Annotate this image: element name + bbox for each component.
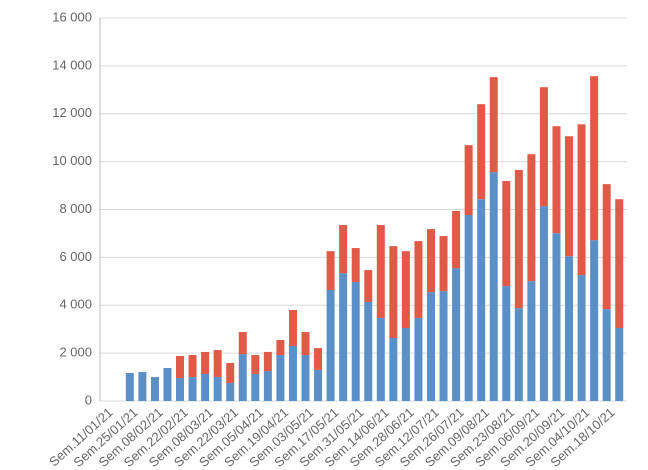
bar-segment (464, 145, 473, 216)
bar-segment (489, 172, 498, 401)
bar-segment (439, 291, 448, 401)
bar-segment (301, 332, 310, 356)
bar-segment (263, 351, 272, 372)
bar-segment (163, 367, 172, 401)
bar-segment (213, 377, 222, 401)
bar-segment (590, 76, 599, 241)
y-tick-label: 10 000 (52, 153, 92, 168)
bar-segment (439, 236, 448, 292)
bar-segment (489, 77, 498, 173)
bar-segment (351, 248, 360, 283)
bar-segment (401, 251, 410, 328)
bar-segment (477, 199, 486, 401)
bar-segment (138, 372, 147, 401)
bar-segment (125, 372, 134, 401)
bar-segment (389, 246, 398, 339)
bar-segment (514, 308, 523, 401)
bar-segment (150, 377, 159, 401)
y-tick-label: 6 000 (59, 249, 92, 264)
bar-segment (502, 286, 511, 401)
bar-segment (602, 184, 611, 310)
bar-segment (251, 373, 260, 401)
bar-segment (176, 355, 185, 379)
bar-segment (539, 206, 548, 401)
bar-segment (263, 371, 272, 401)
bar-segment (314, 369, 323, 401)
bar-segment (565, 136, 574, 257)
bar-segment (351, 282, 360, 401)
bar-segment (577, 275, 586, 401)
y-tick-label: 0 (85, 392, 92, 407)
bar-segment (376, 317, 385, 401)
bar-segment (251, 355, 260, 374)
bar-segment (426, 229, 435, 293)
bar-segment (326, 251, 335, 290)
bar-segment (301, 355, 310, 401)
bar-segment (615, 199, 624, 328)
bar-segment (276, 355, 285, 401)
bar-segment (527, 154, 536, 282)
bar-segment (339, 225, 348, 274)
bar-segment (376, 225, 385, 318)
bar-segment (477, 104, 486, 200)
bar-segment (326, 289, 335, 401)
bar-segment (514, 170, 523, 309)
bar-segment (201, 351, 210, 374)
bar-segment (602, 309, 611, 401)
bar-segment (539, 87, 548, 207)
bar-segment (188, 377, 197, 401)
y-tick-label: 8 000 (59, 201, 92, 216)
bar-segment (590, 240, 599, 401)
bar-segment (452, 268, 461, 401)
bar-segment (565, 256, 574, 401)
bar-segment (238, 354, 247, 401)
y-tick-label: 14 000 (52, 57, 92, 72)
bar-segment (452, 210, 461, 269)
bar-segment (226, 383, 235, 401)
bar-segment (527, 281, 536, 401)
y-tick-label: 4 000 (59, 297, 92, 312)
bar-segment (201, 373, 210, 401)
y-tick-label: 2 000 (59, 345, 92, 360)
bar-segment (414, 317, 423, 401)
bar-segment (464, 215, 473, 401)
bar-segment (552, 126, 561, 234)
bar-segment (414, 241, 423, 318)
bar-segment (226, 362, 235, 384)
y-tick-label: 16 000 (52, 9, 92, 24)
bar-segment (288, 345, 297, 401)
bar-segment (213, 350, 222, 378)
bar-segment (389, 338, 398, 401)
bar-segment (502, 181, 511, 287)
bar-segment (176, 378, 185, 401)
bar-segment (364, 270, 373, 302)
bar-segment (615, 327, 624, 401)
bar-segment (276, 339, 285, 356)
bar-segment (401, 327, 410, 401)
bar-segment (238, 332, 247, 355)
bar-segment (364, 301, 373, 401)
bar-segment (314, 348, 323, 370)
bar-segment (552, 233, 561, 401)
bar-segment (288, 310, 297, 346)
y-tick-label: 12 000 (52, 105, 92, 120)
bar-segment (426, 292, 435, 401)
bar-segment (339, 273, 348, 401)
bar-segment (188, 355, 197, 378)
bar-segment (577, 124, 586, 276)
